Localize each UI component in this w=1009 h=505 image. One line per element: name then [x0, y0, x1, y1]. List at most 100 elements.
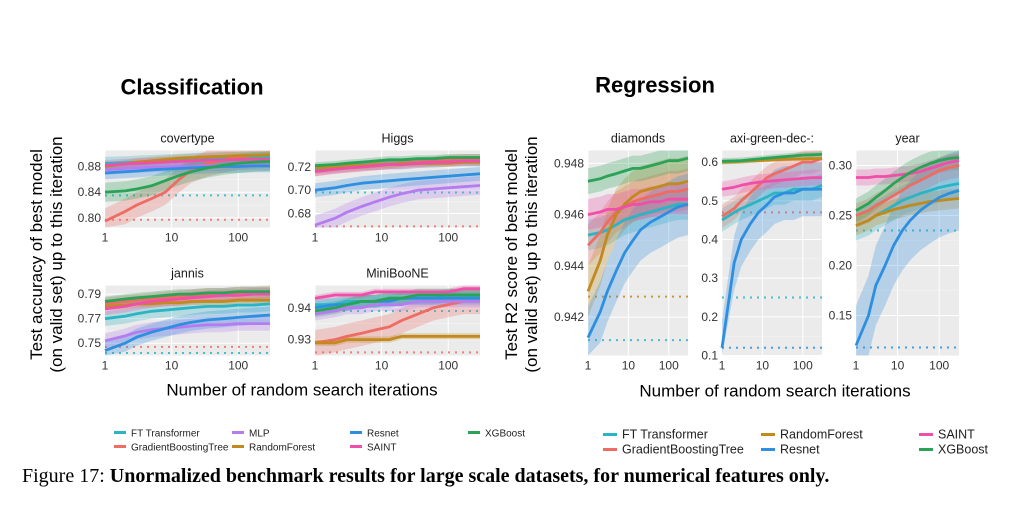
regression-y-axis-label-line-1: Test R2 score of best model [502, 149, 521, 360]
x-tick-label: 100 [659, 359, 679, 373]
y-tick-label: 0.93 [288, 333, 312, 347]
y-tick-label: 0.75 [78, 336, 102, 350]
x-tick-label: 1 [102, 231, 109, 245]
y-tick-label: 0.3 [701, 271, 718, 285]
band-saint [722, 169, 822, 197]
legend-label-xgboost: XGBoost [938, 443, 989, 457]
x-tick-label: 100 [228, 231, 248, 245]
band-ft-transformer [105, 296, 270, 326]
legend-label-mlp: MLP [249, 429, 270, 440]
band-ft-transformer [856, 168, 959, 241]
legend-label-resnet: Resnet [367, 429, 399, 440]
legend-label-xgboost: XGBoost [485, 429, 525, 440]
series-line-resnet [586, 202, 689, 339]
legend-label-gradientboostingtree: GradientBoostingTree [622, 443, 744, 457]
y-tick-label: 0.2 [701, 310, 718, 324]
legend-item-mlp: MLP [232, 429, 270, 440]
y-tick-label: 0.944 [554, 259, 584, 273]
panel-higgs: 0.68 0.70 0.72 1 10 100 Higgs [288, 132, 481, 245]
y-tick-label: 0.77 [78, 312, 102, 326]
y-tick-label: 0.942 [554, 310, 584, 324]
panel-axi-green-dec: 0.1 0.2 0.3 0.4 0.5 0.6 1 10 100 axi-green-dec-: [701, 132, 823, 373]
x-tick-label: 1 [102, 359, 109, 373]
legend-item-randomforest: RandomForest [761, 428, 863, 442]
x-tick-label: 1 [312, 231, 319, 245]
legend-item-ft-transformer: FT Transformer [603, 428, 708, 442]
band-gradientboostingtree [856, 153, 959, 228]
x-tick-label: 1 [853, 359, 860, 373]
series-line-gradientboostingtree [586, 187, 689, 247]
series-line-saint [587, 197, 688, 216]
classification-y-axis-label-line-1: Test accuracy of best model [27, 149, 46, 360]
band-saint [588, 183, 688, 230]
legend-item-gradientboostingtree: GradientBoostingTree [603, 443, 744, 457]
x-tick-label: 100 [228, 359, 248, 373]
x-tick-label: 10 [165, 231, 179, 245]
classification-x-axis-label: Number of random search iterations [166, 381, 437, 400]
y-tick-label: 0.68 [288, 207, 312, 221]
band-resnet [722, 162, 822, 356]
x-tick-label: 1 [585, 359, 592, 373]
band-ft-transformer [588, 188, 688, 251]
y-tick-label: 0.88 [78, 160, 102, 174]
x-tick-label: 1 [312, 359, 319, 373]
series-line-randomforest [315, 334, 480, 345]
legend-item-xgboost: XGBoost [468, 429, 525, 440]
series-line-mlp [314, 299, 480, 316]
panel-title: Higgs [382, 132, 414, 146]
series-line-gradientboostingtree [721, 156, 823, 218]
y-tick-label: 0.4 [701, 232, 718, 246]
band-gradientboostingtree [722, 150, 822, 228]
band-resnet [315, 166, 480, 198]
legend-item-gradientboostingtree: GradientBoostingTree [114, 443, 229, 454]
series-line-resnet [314, 172, 481, 192]
series-line-mlp [104, 322, 270, 343]
regression-heading: Regression [595, 73, 715, 98]
y-tick-label: 0.5 [701, 194, 718, 208]
panel-year: 0.15 0.20 0.25 0.30 1 10 100 year [829, 132, 960, 373]
legend-label-resnet: Resnet [780, 443, 820, 457]
y-tick-label: 0.1 [701, 349, 718, 363]
series-line-resnet [104, 164, 270, 175]
x-tick-label: 1 [719, 359, 726, 373]
regression-legend: FT Transformer RandomForest SAINT GradientB… [603, 428, 989, 457]
series-line-mlp [314, 184, 481, 227]
legend-label-ft-transformer: FT Transformer [131, 429, 200, 440]
legend-label-ft-transformer: FT Transformer [622, 428, 708, 442]
x-tick-label: 100 [929, 359, 949, 373]
series-line-xgboost [855, 156, 960, 212]
panel-jannis: 0.75 0.77 0.79 1 10 100 jannis [78, 267, 271, 373]
series-line-ft-transformer [104, 302, 271, 321]
regression-y-axis-label-line-2: (on valid set) up to this iteration [522, 136, 541, 372]
y-tick-label: 0.20 [829, 259, 853, 273]
legend-item-saint: SAINT [350, 443, 396, 454]
regression-x-axis-label: Number of random search iterations [639, 382, 910, 401]
chart-panels: 0.80 0.84 0.88 1 10 100 covertype 0.68 0.70 0.72 1… [78, 132, 960, 373]
y-tick-label: 0.30 [829, 159, 853, 173]
band-randomforest [588, 155, 688, 318]
panel-title: year [895, 132, 919, 146]
x-tick-label: 10 [165, 359, 179, 373]
series-line-resnet [104, 313, 271, 352]
panel-title: MiniBooNE [366, 267, 429, 281]
y-tick-label: 0.94 [288, 301, 312, 315]
y-tick-label: 0.84 [78, 185, 102, 199]
legend-item-resnet: Resnet [761, 443, 820, 457]
classification-heading: Classification [120, 75, 263, 100]
panel-diamonds: 0.942 0.944 0.946 0.948 1 10 100 diamonds [554, 132, 689, 373]
band-gradientboostingtree [105, 150, 270, 228]
series-line-saint [104, 292, 270, 311]
legend-label-saint: SAINT [367, 443, 396, 454]
series-line-randomforest [855, 197, 960, 227]
panel-title: covertype [160, 132, 214, 146]
legend-item-ft-transformer: FT Transformer [114, 429, 200, 440]
legend-item-resnet: Resnet [350, 429, 399, 440]
series-line-resnet [854, 189, 960, 347]
series-line-gradientboostingtree [314, 299, 480, 345]
x-tick-label: 10 [375, 359, 389, 373]
series-line-xgboost [104, 290, 270, 303]
legend-item-randomforest: RandomForest [232, 443, 315, 454]
x-tick-label: 10 [375, 231, 389, 245]
legend-item-xgboost: XGBoost [919, 443, 989, 457]
